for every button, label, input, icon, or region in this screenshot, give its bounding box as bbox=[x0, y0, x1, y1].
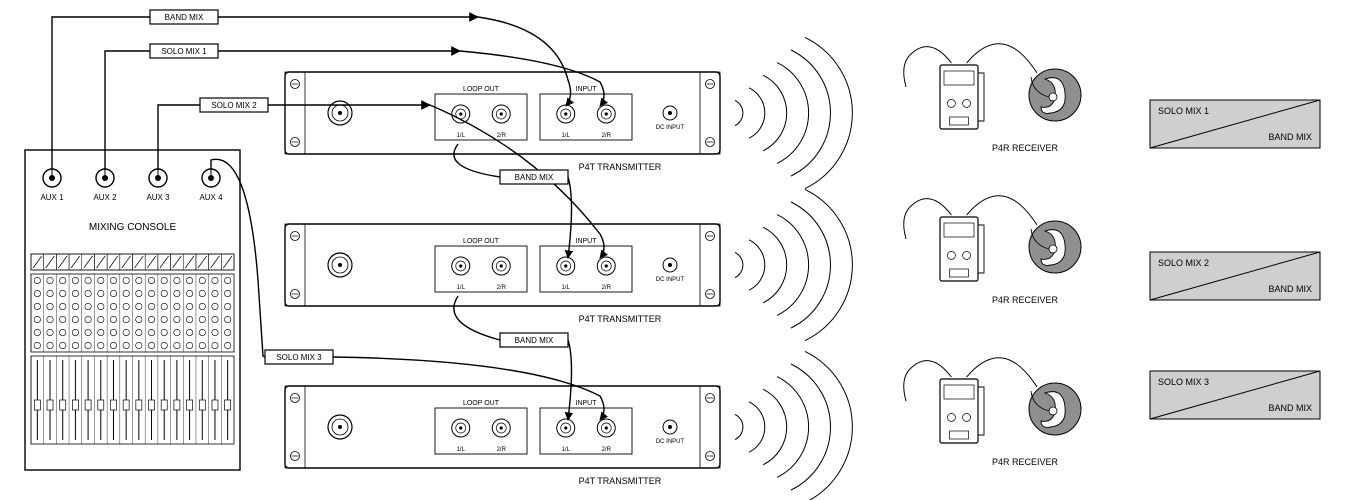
aux-label-3: AUX 3 bbox=[146, 193, 170, 202]
transmitter-label-3: P4T TRANSMITTER bbox=[579, 476, 662, 486]
svg-text:1/L: 1/L bbox=[562, 285, 571, 291]
rf-waves-3 bbox=[735, 351, 852, 500]
input-title: INPUT bbox=[576, 238, 598, 245]
svg-text:1/L: 1/L bbox=[457, 285, 466, 291]
p4r-receiver-3: P4R RECEIVER bbox=[904, 358, 1081, 467]
svg-text:SOLO MIX 1: SOLO MIX 1 bbox=[161, 47, 207, 56]
receiver-label-1: P4R RECEIVER bbox=[992, 143, 1059, 153]
signal-label-solo_mix_2: SOLO MIX 2 bbox=[200, 98, 268, 112]
svg-text:1/L: 1/L bbox=[457, 133, 466, 139]
signal-label-band_mix_2: BAND MIX bbox=[500, 170, 568, 184]
p4t-transmitter-3: LOOP OUT 1/L 2/R INPUT 1/L 2/R DC INPUT P4T TRA… bbox=[285, 386, 720, 486]
svg-text:SOLO MIX 3: SOLO MIX 3 bbox=[276, 353, 322, 362]
svg-text:BAND MIX: BAND MIX bbox=[165, 13, 204, 22]
rf-waves-1 bbox=[735, 37, 852, 188]
p4r-receiver-2: P4R RECEIVER bbox=[904, 196, 1081, 305]
svg-text:2/R: 2/R bbox=[497, 285, 507, 291]
svg-text:1/L: 1/L bbox=[457, 447, 466, 453]
mix-box-bottom-1: BAND MIX bbox=[1268, 132, 1312, 142]
mix-result-box-2: SOLO MIX 2 BAND MIX bbox=[1150, 252, 1320, 300]
dc-input-label: DC INPUT bbox=[656, 125, 685, 131]
mix-box-bottom-2: BAND MIX bbox=[1268, 284, 1312, 294]
signal-label-solo_mix_3: SOLO MIX 3 bbox=[265, 350, 333, 364]
dc-input-label: DC INPUT bbox=[656, 277, 685, 283]
p4t-transmitter-2: LOOP OUT 1/L 2/R INPUT 1/L 2/R DC INPUT P4T TRA… bbox=[285, 224, 720, 324]
svg-text:BAND MIX: BAND MIX bbox=[515, 336, 554, 345]
mix-box-top-2: SOLO MIX 2 bbox=[1158, 258, 1209, 268]
signal-label-band_mix_top: BAND MIX bbox=[150, 10, 218, 24]
transmitter-label-2: P4T TRANSMITTER bbox=[579, 314, 662, 324]
loop-out-title: LOOP OUT bbox=[463, 238, 500, 245]
receiver-label-3: P4R RECEIVER bbox=[992, 457, 1059, 467]
route-aux1-a bbox=[52, 17, 150, 169]
input-title: INPUT bbox=[576, 86, 598, 93]
mix-box-bottom-3: BAND MIX bbox=[1268, 403, 1312, 413]
svg-text:1/L: 1/L bbox=[562, 133, 571, 139]
loop-out-title: LOOP OUT bbox=[463, 86, 500, 93]
mix-result-box-1: SOLO MIX 1 BAND MIX bbox=[1150, 100, 1320, 148]
p4r-receiver-1: P4R RECEIVER bbox=[904, 44, 1081, 153]
dc-input-label: DC INPUT bbox=[656, 439, 685, 445]
svg-text:SOLO MIX 2: SOLO MIX 2 bbox=[211, 101, 257, 110]
svg-text:BAND MIX: BAND MIX bbox=[515, 173, 554, 182]
svg-text:2/R: 2/R bbox=[497, 447, 507, 453]
aux-label-2: AUX 2 bbox=[93, 193, 117, 202]
svg-text:2/R: 2/R bbox=[602, 447, 612, 453]
mixing-console: AUX 1 AUX 2 AUX 3 AUX 4 MIXING CONSOLE bbox=[25, 150, 240, 470]
mix-box-top-1: SOLO MIX 1 bbox=[1158, 106, 1209, 116]
svg-text:2/R: 2/R bbox=[602, 133, 612, 139]
loop-out-title: LOOP OUT bbox=[463, 400, 500, 407]
svg-text:1/L: 1/L bbox=[562, 447, 571, 453]
rf-waves-2 bbox=[735, 189, 852, 340]
mix-box-top-3: SOLO MIX 3 bbox=[1158, 377, 1209, 387]
receiver-label-2: P4R RECEIVER bbox=[992, 295, 1059, 305]
signal-label-solo_mix_1: SOLO MIX 1 bbox=[150, 44, 218, 58]
aux-label-4: AUX 4 bbox=[199, 193, 223, 202]
svg-text:2/R: 2/R bbox=[602, 285, 612, 291]
input-title: INPUT bbox=[576, 400, 598, 407]
mix-result-box-3: SOLO MIX 3 BAND MIX bbox=[1150, 371, 1320, 419]
console-title: MIXING CONSOLE bbox=[89, 222, 177, 233]
svg-text:2/R: 2/R bbox=[497, 133, 507, 139]
transmitter-label-1: P4T TRANSMITTER bbox=[579, 162, 662, 172]
aux-label-1: AUX 1 bbox=[40, 193, 64, 202]
signal-label-band_mix_3: BAND MIX bbox=[500, 333, 568, 347]
p4t-transmitter-1: LOOP OUT 1/L 2/R INPUT 1/L 2/R DC INPUT P4T TRA… bbox=[285, 72, 720, 172]
